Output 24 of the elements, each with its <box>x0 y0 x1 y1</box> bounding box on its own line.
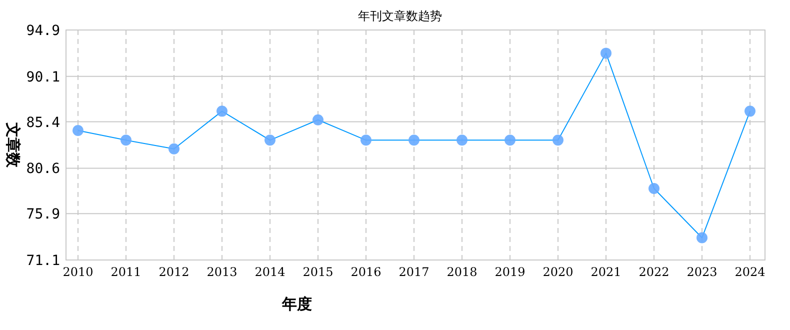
y-tick-label: 85.4 <box>26 114 60 131</box>
x-tick-label: 2016 <box>350 265 382 279</box>
y-tick-label: 94.9 <box>26 23 60 39</box>
x-tick-label: 2020 <box>542 265 574 279</box>
y-axis-title: 文章数 <box>4 122 22 168</box>
x-tick-label: 2024 <box>734 265 766 279</box>
x-tick-label: 2023 <box>686 265 718 279</box>
x-tick-label: 2019 <box>494 265 526 279</box>
x-axis-title: 年度 <box>281 295 312 313</box>
chart-title: 年刊文章数趋势 <box>358 9 442 23</box>
x-tick-label: 2018 <box>446 265 478 279</box>
x-tick-label: 2014 <box>254 265 286 279</box>
x-tick-label: 2017 <box>398 265 430 279</box>
y-tick-label: 90.1 <box>26 69 60 86</box>
y-tick-label: 71.1 <box>26 253 60 269</box>
x-tick-label: 2022 <box>638 265 670 279</box>
x-tick-label: 2010 <box>62 265 94 279</box>
y-tick-label: 75.9 <box>26 206 60 223</box>
y-tick-label: 80.6 <box>26 161 60 178</box>
x-tick-label: 2021 <box>590 265 622 279</box>
x-tick-label: 2012 <box>158 265 190 279</box>
x-tick-label: 2015 <box>302 265 334 279</box>
x-tick-label: 2011 <box>110 265 142 279</box>
x-tick-label: 2013 <box>206 265 238 279</box>
